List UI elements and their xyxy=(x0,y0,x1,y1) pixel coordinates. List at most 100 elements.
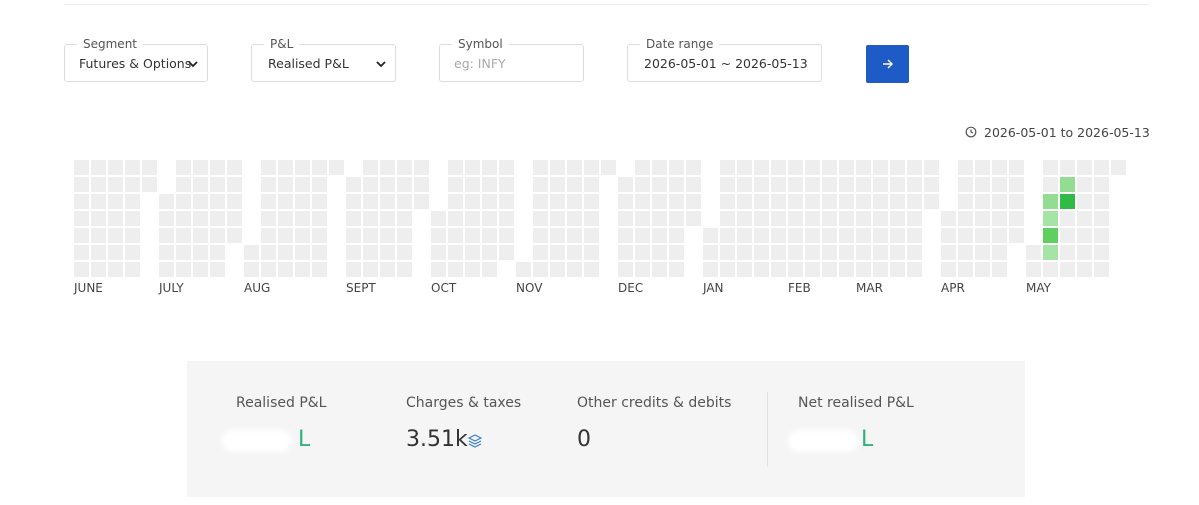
summary-label: Other credits & debits xyxy=(577,395,732,411)
day-cell xyxy=(771,160,786,175)
day-cell xyxy=(193,177,208,192)
day-cell xyxy=(822,245,837,260)
day-cell xyxy=(1060,228,1075,243)
day-cell xyxy=(227,160,242,175)
day-cell xyxy=(1043,177,1058,192)
day-cell xyxy=(992,228,1007,243)
breakdown-icon[interactable] xyxy=(468,434,482,448)
day-cell xyxy=(431,245,446,260)
day-cell xyxy=(669,228,684,243)
day-cell xyxy=(635,160,650,175)
day-cell xyxy=(550,245,565,260)
day-cell xyxy=(499,194,514,209)
day-cell xyxy=(108,228,123,243)
day-cell xyxy=(176,194,191,209)
summary-value: 3.51k xyxy=(406,427,468,452)
day-cell xyxy=(210,228,225,243)
day-cell xyxy=(1060,194,1075,209)
day-cell xyxy=(159,245,174,260)
day-cell xyxy=(227,194,242,209)
day-cell xyxy=(1077,160,1092,175)
day-cell xyxy=(771,194,786,209)
day-cell xyxy=(890,160,905,175)
day-cell xyxy=(584,194,599,209)
symbol-input[interactable]: Symbol eg: INFY xyxy=(439,37,584,82)
day-cell xyxy=(1094,245,1109,260)
clock-icon xyxy=(965,126,977,138)
segment-select[interactable]: Segment Futures & Options xyxy=(64,37,208,82)
day-cell xyxy=(482,177,497,192)
chevron xyxy=(376,61,386,68)
day-cell xyxy=(261,211,276,226)
day-cell xyxy=(822,194,837,209)
day-cell xyxy=(907,245,922,260)
day-cell xyxy=(414,177,429,192)
date-range-input[interactable]: Date range 2026-05-01 ~ 2026-05-13 xyxy=(627,37,822,82)
day-cell xyxy=(618,194,633,209)
day-cell xyxy=(1043,245,1058,260)
day-cell xyxy=(108,194,123,209)
day-cell xyxy=(346,194,361,209)
day-cell xyxy=(754,262,769,277)
day-cell xyxy=(992,177,1007,192)
day-cell xyxy=(210,211,225,226)
day-cell xyxy=(567,160,582,175)
day-cell xyxy=(856,245,871,260)
day-cell xyxy=(363,245,378,260)
day-cell xyxy=(312,194,327,209)
day-cell xyxy=(788,211,803,226)
day-cell xyxy=(1009,177,1024,192)
day-cell xyxy=(890,245,905,260)
day-cell xyxy=(1009,211,1024,226)
day-cell xyxy=(261,194,276,209)
day-cell xyxy=(873,160,888,175)
day-cell xyxy=(635,211,650,226)
day-cell xyxy=(516,262,531,277)
day-cell xyxy=(91,228,106,243)
day-cell xyxy=(499,245,514,260)
day-cell xyxy=(601,160,616,175)
day-cell xyxy=(1094,228,1109,243)
day-cell xyxy=(805,245,820,260)
day-cell xyxy=(873,177,888,192)
day-cell xyxy=(227,211,242,226)
day-cell xyxy=(261,228,276,243)
day-cell xyxy=(907,194,922,209)
field-value: 2026-05-01 ~ 2026-05-13 xyxy=(644,56,808,71)
day-cell xyxy=(754,228,769,243)
day-cell xyxy=(856,160,871,175)
day-cell xyxy=(312,262,327,277)
day-cell xyxy=(465,211,480,226)
month-label: JULY xyxy=(158,281,184,295)
day-cell xyxy=(363,160,378,175)
day-cell xyxy=(856,194,871,209)
day-cell xyxy=(805,160,820,175)
day-cell xyxy=(720,177,735,192)
day-cell xyxy=(618,228,633,243)
day-cell xyxy=(278,194,293,209)
day-cell xyxy=(1026,245,1041,260)
day-cell xyxy=(533,228,548,243)
day-cell xyxy=(108,160,123,175)
summary-label: Net realised P&L xyxy=(798,395,914,411)
day-cell xyxy=(499,177,514,192)
day-cell xyxy=(1043,211,1058,226)
day-cell xyxy=(465,160,480,175)
day-cell xyxy=(363,194,378,209)
day-cell xyxy=(380,262,395,277)
submit-button[interactable] xyxy=(866,45,909,83)
day-cell xyxy=(754,245,769,260)
day-cell xyxy=(1094,194,1109,209)
day-cell xyxy=(720,245,735,260)
day-cell xyxy=(652,211,667,226)
day-cell xyxy=(380,211,395,226)
day-cell xyxy=(380,245,395,260)
redaction xyxy=(788,430,858,452)
day-cell xyxy=(1043,228,1058,243)
day-cell xyxy=(108,262,123,277)
day-cell xyxy=(754,211,769,226)
day-cell xyxy=(1009,228,1024,243)
day-cell xyxy=(312,177,327,192)
day-cell xyxy=(533,262,548,277)
pnl-select[interactable]: P&L Realised P&L xyxy=(251,37,396,82)
